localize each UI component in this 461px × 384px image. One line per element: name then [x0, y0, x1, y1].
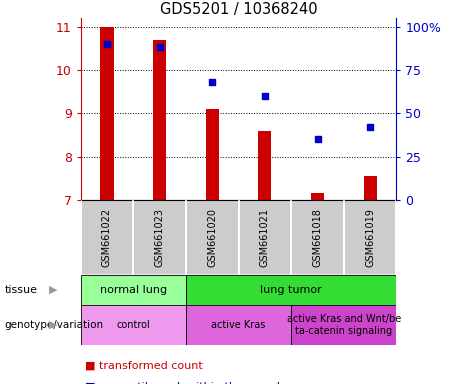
Text: GSM661023: GSM661023 [154, 208, 165, 267]
Text: active Kras: active Kras [212, 320, 266, 330]
Text: genotype/variation: genotype/variation [5, 320, 104, 330]
Bar [291, 305, 396, 345]
Bar [81, 275, 186, 305]
Point [261, 93, 269, 99]
Bar [291, 200, 344, 275]
Text: normal lung: normal lung [100, 285, 167, 295]
Point [156, 45, 163, 51]
Text: GSM661020: GSM661020 [207, 208, 217, 267]
Bar [206, 109, 219, 200]
Bar [81, 305, 186, 345]
Title: GDS5201 / 10368240: GDS5201 / 10368240 [160, 2, 317, 17]
Bar [364, 176, 377, 200]
Text: ■ percentile rank within the sample: ■ percentile rank within the sample [85, 382, 287, 384]
Text: control: control [117, 320, 150, 330]
Text: GSM661018: GSM661018 [313, 208, 323, 267]
Point [366, 124, 374, 130]
Point [314, 136, 321, 142]
Bar [239, 200, 291, 275]
Text: tissue: tissue [5, 285, 38, 295]
Text: GSM661019: GSM661019 [365, 208, 375, 267]
Bar [153, 40, 166, 200]
Bar [133, 200, 186, 275]
Text: ▶: ▶ [49, 320, 57, 330]
Text: ■ transformed count: ■ transformed count [85, 361, 203, 371]
Text: active Kras and Wnt/be
ta-catenin signaling: active Kras and Wnt/be ta-catenin signal… [287, 314, 401, 336]
Bar [311, 194, 324, 200]
Text: GSM661021: GSM661021 [260, 208, 270, 267]
Point [103, 41, 111, 47]
Bar [344, 200, 396, 275]
Text: GSM661022: GSM661022 [102, 208, 112, 267]
Bar [258, 131, 272, 200]
Bar [100, 26, 113, 200]
Text: ▶: ▶ [49, 285, 57, 295]
Text: lung tumor: lung tumor [260, 285, 322, 295]
Bar [186, 200, 239, 275]
Point [208, 79, 216, 85]
Bar [186, 305, 291, 345]
Bar [186, 275, 396, 305]
Bar [81, 200, 133, 275]
